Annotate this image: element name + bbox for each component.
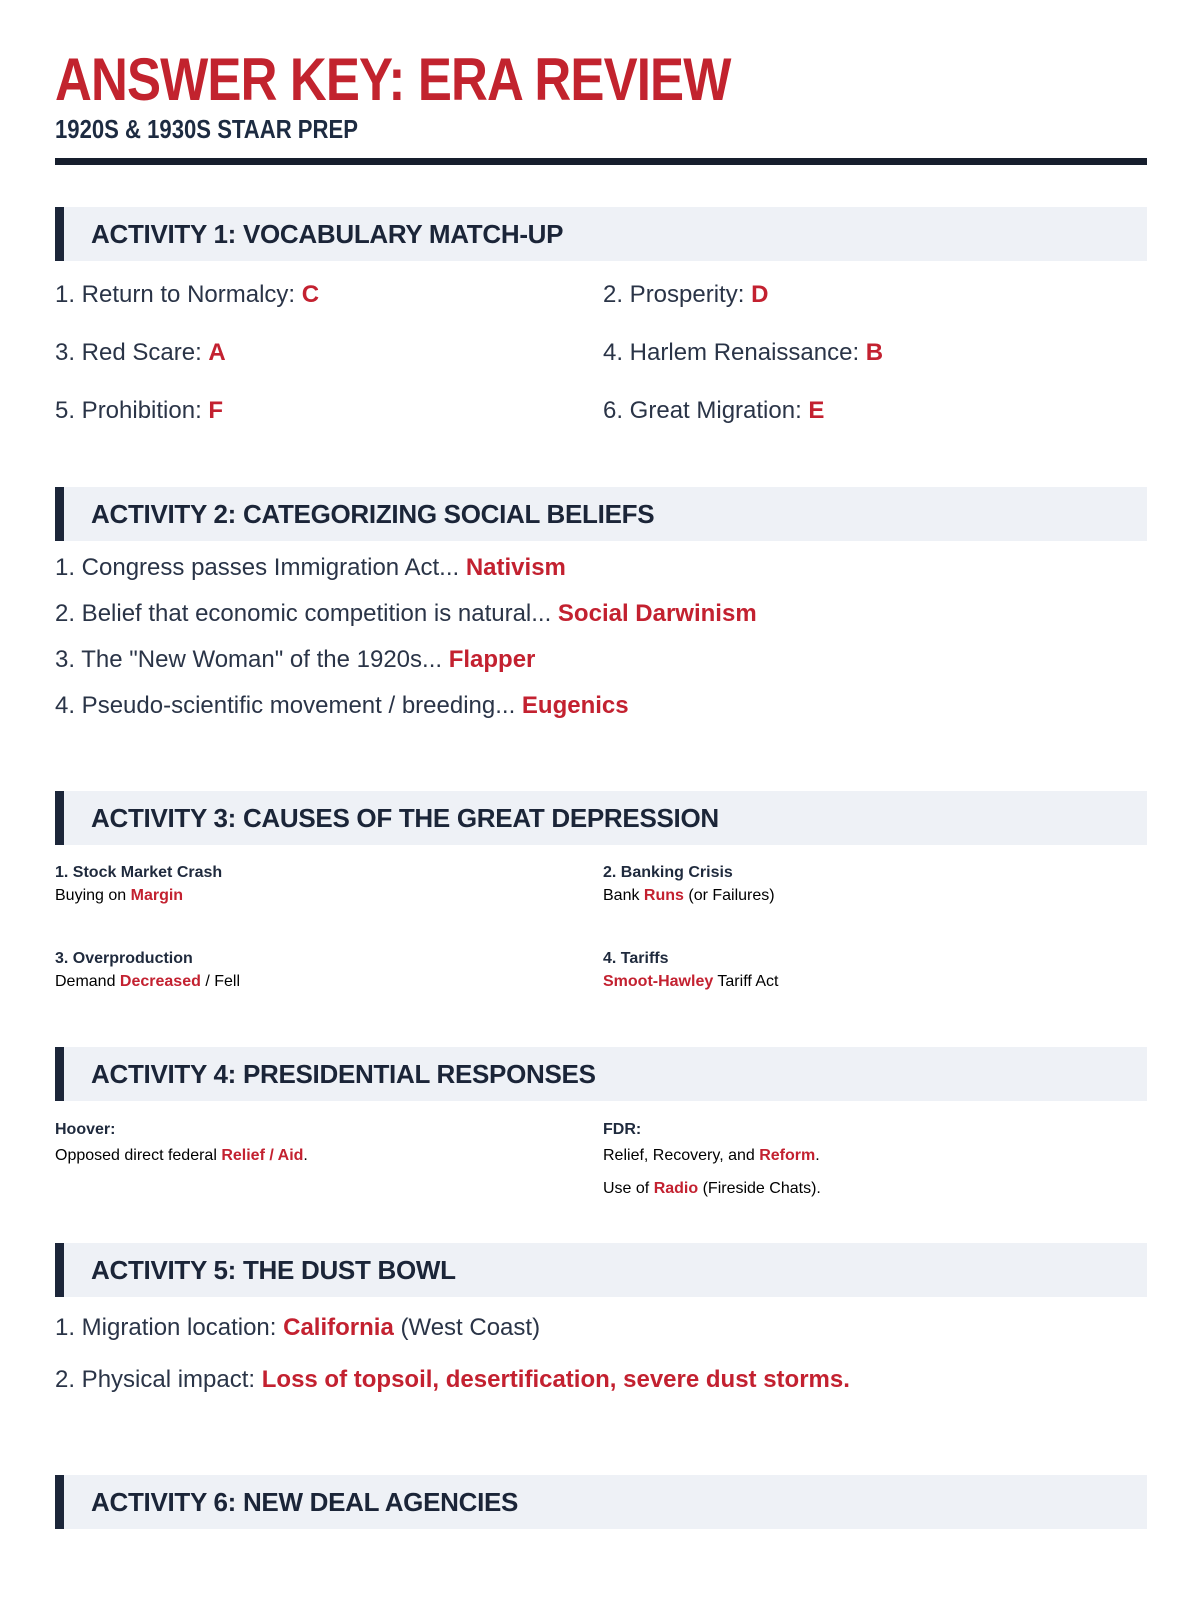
- answer-key-word: Relief / Aid: [221, 1147, 304, 1164]
- section-title: ACTIVITY 3: CAUSES OF THE GREAT DEPRESSI…: [91, 802, 719, 833]
- cause-heading: 4. Tariffs: [603, 950, 669, 967]
- activity4-president-grid: Hoover: Opposed direct federal Relief / …: [55, 1121, 1147, 1205]
- section-header-activity-5: ACTIVITY 5: THE DUST BOWL: [55, 1243, 1147, 1297]
- cause-answer-line: Buying on Margin: [55, 887, 603, 905]
- fdr-label: FDR:: [603, 1121, 642, 1138]
- section-header-activity-3: ACTIVITY 3: CAUSES OF THE GREAT DEPRESSI…: [55, 791, 1147, 845]
- section-title: ACTIVITY 2: CATEGORIZING SOCIAL BELIEFS: [91, 498, 655, 529]
- answer-post: .: [815, 1147, 820, 1164]
- match-prompt: 6. Great Migration:: [603, 397, 809, 424]
- list-item: 4. Pseudo-scientific movement / breeding…: [55, 692, 1147, 720]
- match-item: 5. Prohibition: F: [55, 397, 603, 425]
- match-answer: B: [865, 339, 884, 366]
- list-item: 2. Belief that economic competition is n…: [55, 600, 1147, 628]
- page-subtitle: 1920S & 1930S STAAR PREP: [55, 116, 1147, 142]
- match-prompt: 3. Red Scare:: [55, 339, 209, 366]
- answer-pre: Opposed direct federal: [55, 1147, 222, 1164]
- activity3-cause-grid: 1. Stock Market Crash Buying on Margin 2…: [55, 864, 1147, 991]
- match-item: 6. Great Migration: E: [603, 397, 1147, 425]
- answer-pre: Relief, Recovery, and: [603, 1147, 760, 1164]
- page-subtitle-text: 1920S & 1930S STAAR PREP: [55, 114, 358, 144]
- answer-post: Tariff Act: [713, 973, 779, 990]
- answer-key-word: Margin: [130, 887, 184, 904]
- item-answer: Eugenics: [521, 692, 629, 719]
- list-item: 3. The "New Woman" of the 1920s... Flapp…: [55, 646, 1147, 674]
- match-prompt: 2. Prosperity:: [603, 281, 752, 308]
- match-answer: D: [751, 281, 769, 308]
- answer-key-word: Smoot-Hawley: [603, 973, 714, 990]
- match-answer: E: [808, 397, 825, 424]
- answer-key-word: Radio: [653, 1180, 699, 1197]
- cause-heading: 1. Stock Market Crash: [55, 864, 223, 881]
- match-answer: C: [301, 281, 320, 308]
- answer-key-word: Reform: [759, 1147, 816, 1164]
- hoover-response-line: Opposed direct federal Relief / Aid.: [55, 1139, 603, 1172]
- cause-heading: 3. Overproduction: [55, 950, 193, 967]
- section-header-activity-1: ACTIVITY 1: VOCABULARY MATCH-UP: [55, 207, 1147, 261]
- match-prompt: 5. Prohibition:: [55, 397, 209, 424]
- answer-key-word: Runs: [643, 887, 684, 904]
- hoover-label: Hoover:: [55, 1121, 116, 1138]
- list-item: 2. Physical impact: Loss of topsoil, des…: [55, 1366, 1147, 1394]
- item-prompt: 2. Belief that economic competition is n…: [55, 600, 558, 627]
- section-header-activity-4: ACTIVITY 4: PRESIDENTIAL RESPONSES: [55, 1047, 1147, 1101]
- page-title: ANSWER KEY: ERA REVIEW: [55, 46, 1147, 113]
- answer-pre: Use of: [603, 1180, 654, 1197]
- cause-answer-line: Bank Runs (or Failures): [603, 887, 1147, 905]
- activity2-list: 1. Congress passes Immigration Act... Na…: [55, 554, 1147, 720]
- section-header-activity-2: ACTIVITY 2: CATEGORIZING SOCIAL BELIEFS: [55, 487, 1147, 541]
- cause-answer-line: Smoot-Hawley Tariff Act: [603, 973, 1147, 991]
- answer-post: (or Failures): [683, 887, 775, 904]
- match-prompt: 1. Return to Normalcy:: [55, 281, 302, 308]
- item-answer: Nativism: [465, 554, 566, 581]
- item-answer: Loss of topsoil, desertification, severe…: [261, 1366, 850, 1393]
- item-prompt: 1. Migration location:: [55, 1314, 284, 1341]
- match-item: 1. Return to Normalcy: C: [55, 281, 603, 309]
- match-item: 4. Harlem Renaissance: B: [603, 339, 1147, 367]
- answer-post: .: [303, 1147, 308, 1164]
- item-prompt: 3. The "New Woman" of the 1920s...: [55, 646, 449, 673]
- activity5-list: 1. Migration location: California (West …: [55, 1314, 1147, 1394]
- match-item: 3. Red Scare: A: [55, 339, 603, 367]
- item-prompt: 2. Physical impact:: [55, 1366, 262, 1393]
- fdr-response-line-2: Use of Radio (Fireside Chats).: [603, 1172, 1147, 1205]
- section-title: ACTIVITY 5: THE DUST BOWL: [91, 1254, 456, 1285]
- item-prompt: 1. Congress passes Immigration Act...: [55, 554, 466, 581]
- match-item: 2. Prosperity: D: [603, 281, 1147, 309]
- fdr-response-line-1: Relief, Recovery, and Reform.: [603, 1139, 1147, 1172]
- masthead-divider: [55, 158, 1147, 165]
- list-item: 1. Congress passes Immigration Act... Na…: [55, 554, 1147, 582]
- section-header-activity-6: ACTIVITY 6: NEW DEAL AGENCIES: [55, 1475, 1147, 1529]
- item-answer: California: [283, 1314, 394, 1341]
- match-answer: F: [208, 397, 224, 424]
- cause-cell: 3. Overproduction Demand Decreased / Fel…: [55, 950, 603, 991]
- cause-cell: 2. Banking Crisis Bank Runs (or Failures…: [603, 864, 1147, 905]
- hoover-column: Hoover: Opposed direct federal Relief / …: [55, 1121, 603, 1205]
- answer-pre: Buying on: [55, 887, 131, 904]
- item-answer: Flapper: [448, 646, 536, 673]
- answer-key-word: Decreased: [119, 973, 201, 990]
- answer-post: / Fell: [200, 973, 240, 990]
- answer-pre: Bank: [603, 887, 644, 904]
- match-prompt: 4. Harlem Renaissance:: [603, 339, 866, 366]
- item-post: (West Coast): [393, 1314, 541, 1341]
- activity1-match-grid: 1. Return to Normalcy: C 2. Prosperity: …: [55, 281, 1147, 425]
- section-title: ACTIVITY 1: VOCABULARY MATCH-UP: [91, 218, 564, 249]
- section-title: ACTIVITY 4: PRESIDENTIAL RESPONSES: [91, 1058, 596, 1089]
- cause-answer-line: Demand Decreased / Fell: [55, 973, 603, 991]
- match-answer: A: [208, 339, 226, 366]
- cause-heading: 2. Banking Crisis: [603, 864, 733, 881]
- page-title-text: ANSWER KEY: ERA REVIEW: [55, 46, 731, 113]
- item-answer: Social Darwinism: [557, 600, 757, 627]
- item-prompt: 4. Pseudo-scientific movement / breeding…: [55, 692, 522, 719]
- answer-post: (Fireside Chats).: [698, 1180, 821, 1197]
- cause-cell: 4. Tariffs Smoot-Hawley Tariff Act: [603, 950, 1147, 991]
- fdr-column: FDR: Relief, Recovery, and Reform. Use o…: [603, 1121, 1147, 1205]
- section-title: ACTIVITY 6: NEW DEAL AGENCIES: [91, 1486, 519, 1517]
- answer-pre: Demand: [55, 973, 120, 990]
- cause-cell: 1. Stock Market Crash Buying on Margin: [55, 864, 603, 905]
- list-item: 1. Migration location: California (West …: [55, 1314, 1147, 1342]
